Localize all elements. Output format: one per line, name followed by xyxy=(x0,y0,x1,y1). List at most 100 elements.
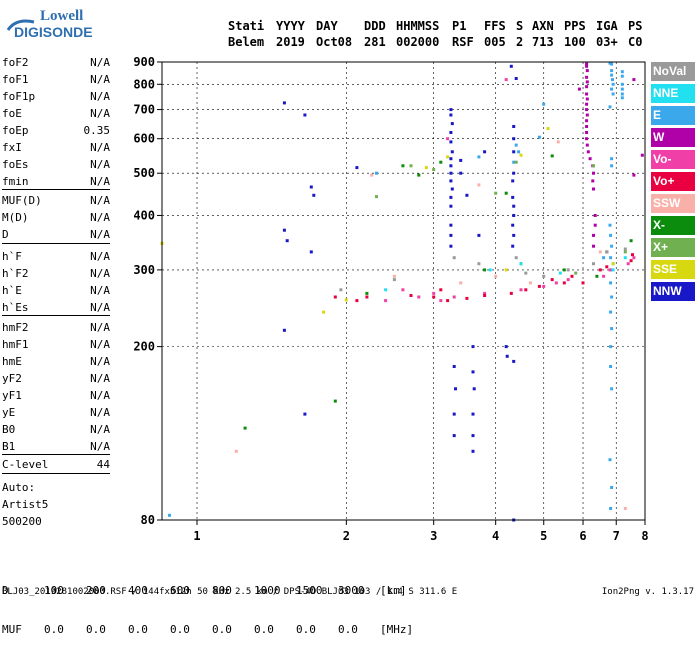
data-point-e xyxy=(620,87,624,91)
legend-item-noval: NoVal xyxy=(651,62,695,81)
data-point-nnw xyxy=(309,185,313,189)
data-point-vo- xyxy=(631,253,634,257)
param-value: N/A xyxy=(90,194,110,207)
param-row-fof1: foF1 N/A xyxy=(2,73,110,87)
data-point-x- xyxy=(550,154,554,158)
muf-cell: 0.0 xyxy=(254,623,274,636)
data-point-e xyxy=(610,327,614,331)
param-value: N/A xyxy=(90,406,110,419)
y-tick-label: 800 xyxy=(133,77,155,91)
data-point-vo- xyxy=(465,296,469,300)
data-point-nnw xyxy=(471,434,475,438)
x-tick-label: 8 xyxy=(641,529,648,543)
data-point-nne xyxy=(558,271,562,275)
param-name: h`E xyxy=(2,284,22,297)
param-value: N/A xyxy=(90,423,110,436)
data-point-nnw xyxy=(471,345,475,349)
data-point-x- xyxy=(574,271,578,275)
data-point-w xyxy=(592,244,595,248)
legend-item-nne: NNE xyxy=(651,84,695,103)
param-value: N/A xyxy=(90,73,110,86)
param-row-fmin: fmin N/A xyxy=(2,175,110,189)
legend-item-nnw: NNW xyxy=(651,282,695,301)
data-point-e xyxy=(620,96,624,100)
param-value: N/A xyxy=(90,107,110,120)
data-point-e xyxy=(602,256,606,260)
param-divider xyxy=(2,454,110,455)
data-point-nnw xyxy=(512,204,516,208)
data-point-w xyxy=(585,64,589,68)
data-point-nne xyxy=(488,268,492,272)
param-name: h`F xyxy=(2,250,22,263)
header-label-ffs: FFS xyxy=(484,19,506,33)
data-point-vo- xyxy=(562,281,566,285)
data-point-e xyxy=(168,513,171,517)
x-tick-label: 4 xyxy=(492,529,499,543)
data-point-nnw xyxy=(511,244,515,248)
param-name: foF1 xyxy=(2,73,29,86)
data-point-sse xyxy=(322,310,326,314)
data-point-e xyxy=(620,74,624,78)
logo-text-lowell: Lowell xyxy=(40,8,84,24)
y-tick-label: 80 xyxy=(141,513,155,527)
data-point-vo- xyxy=(417,295,421,299)
data-point-nnw xyxy=(465,193,469,197)
data-point-nnw xyxy=(512,125,516,128)
data-point-nnw xyxy=(449,233,453,237)
data-point-nnw xyxy=(449,204,453,208)
data-point-x- xyxy=(592,164,595,168)
d-cell: 1500 xyxy=(296,584,323,597)
data-point-e xyxy=(609,256,613,260)
data-point-nne xyxy=(519,262,523,266)
param-name: foEs xyxy=(2,158,29,171)
header-label-pps: PPS xyxy=(564,19,586,33)
x-tick-label: 1 xyxy=(193,529,200,543)
data-point-x- xyxy=(333,399,337,403)
data-point-e xyxy=(609,310,613,314)
data-point-e xyxy=(610,244,614,248)
data-point-w xyxy=(585,97,589,101)
data-point-nnw xyxy=(459,158,463,162)
data-point-e xyxy=(610,295,614,299)
y-tick-label: 200 xyxy=(133,340,155,354)
data-point-vo- xyxy=(537,284,541,288)
muf-cell: MUF xyxy=(2,623,22,636)
data-point-vo- xyxy=(446,299,450,303)
data-point-nnw xyxy=(471,370,475,374)
data-point-x- xyxy=(595,274,599,278)
data-point-vo- xyxy=(409,294,413,297)
data-point-e xyxy=(477,155,481,159)
param-name: foF1p xyxy=(2,90,36,103)
data-point-sse xyxy=(446,155,450,159)
legend-item-vo-: Vo+ xyxy=(651,172,695,191)
data-point-nnw xyxy=(512,359,516,363)
bottom-table: D 100 200 400 600 800 1000 1500 3000 [km] MUF 0.0 0… xyxy=(2,558,413,649)
param-row-md: M(D) N/A xyxy=(2,211,110,225)
data-point-nnw xyxy=(452,434,456,438)
data-point-w xyxy=(593,223,597,227)
param-row-ye: yE N/A xyxy=(2,406,110,420)
data-point-x- xyxy=(504,191,508,195)
header-label-s: S xyxy=(516,19,524,33)
data-point-e xyxy=(609,233,613,237)
data-point-vo- xyxy=(333,295,337,299)
param-value: N/A xyxy=(90,321,110,334)
data-point-nnw xyxy=(449,164,453,168)
data-point-noval xyxy=(592,262,595,266)
data-point-nnw xyxy=(282,228,286,232)
header-value-day: Oct08 xyxy=(316,35,353,49)
d-cell: 200 xyxy=(86,584,106,597)
data-point-noval xyxy=(452,256,456,260)
data-point-nnw xyxy=(511,179,515,183)
muf-row: MUF 0.0 0.0 0.0 0.0 0.0 0.0 0.0 0.0 [MHz] xyxy=(2,623,413,636)
data-point-sse xyxy=(519,153,523,157)
data-point-w xyxy=(585,143,589,147)
data-point-noval xyxy=(524,271,528,275)
data-point-e xyxy=(608,105,612,109)
param-name: M(D) xyxy=(2,211,29,224)
data-point-nnw xyxy=(303,412,307,416)
data-point-vo- xyxy=(432,291,436,295)
muf-cell: [MHz] xyxy=(380,623,414,636)
data-point-x- xyxy=(375,195,378,199)
y-tick-label: 400 xyxy=(133,208,155,222)
